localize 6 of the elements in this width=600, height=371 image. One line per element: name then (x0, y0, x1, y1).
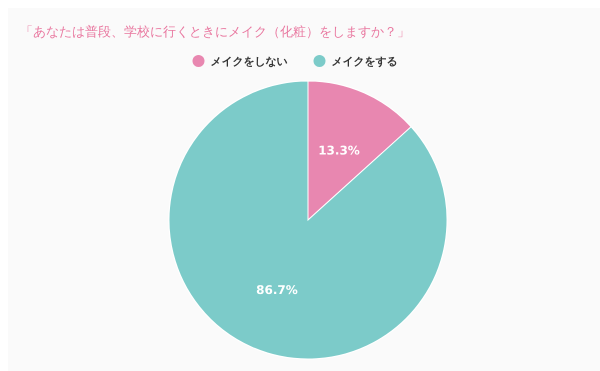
pie-slice (168, 80, 448, 360)
chart-title: 「あなたは普段、学校に行くときにメイク（化粧）をしますか？」 (20, 24, 410, 40)
data-label: 86.7% (256, 283, 298, 298)
legend-label: メイクをする (332, 54, 398, 68)
data-label: 13.3% (318, 143, 360, 158)
legend-label: メイクをしない (210, 54, 288, 68)
